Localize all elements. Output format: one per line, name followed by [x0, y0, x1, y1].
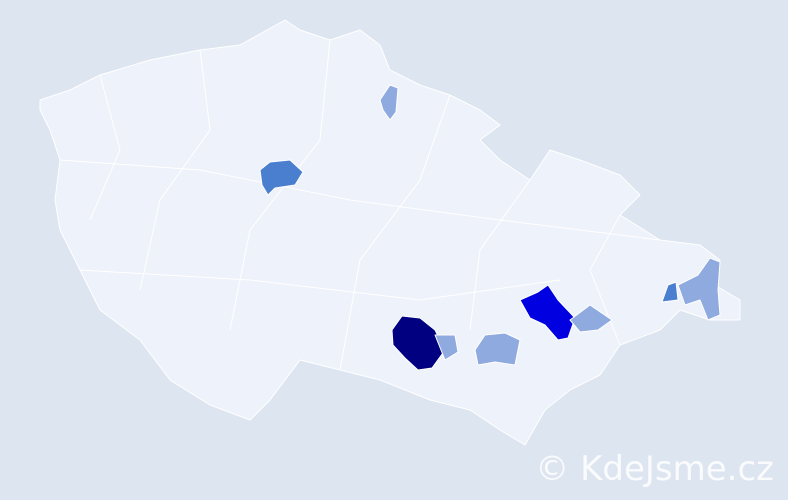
- district-highlight: [519, 284, 576, 341]
- district-highlight: [379, 84, 399, 121]
- watermark: © KdeJsme.cz: [535, 449, 774, 489]
- district-highlight: [391, 315, 446, 371]
- district-highlight: [434, 334, 459, 361]
- district-highlight: [677, 257, 721, 321]
- district-highlight: [474, 332, 521, 366]
- district-highlight: [259, 159, 304, 196]
- district-highlight: [661, 281, 679, 303]
- district-highlight: [569, 304, 613, 333]
